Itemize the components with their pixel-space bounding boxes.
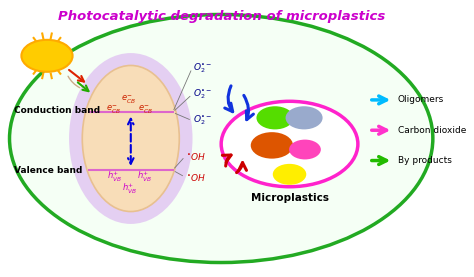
Circle shape (256, 106, 293, 129)
Text: By products: By products (398, 156, 451, 165)
FancyArrowPatch shape (225, 86, 233, 112)
Text: ${}^{\bullet}OH$: ${}^{\bullet}OH$ (186, 151, 206, 162)
Text: Microplastics: Microplastics (251, 193, 328, 203)
Text: $O_2^{\bullet -}$: $O_2^{\bullet -}$ (192, 88, 212, 101)
Text: $h_{VB}^{+}$: $h_{VB}^{+}$ (122, 181, 137, 196)
Ellipse shape (69, 53, 192, 224)
Circle shape (21, 40, 73, 72)
Ellipse shape (9, 14, 433, 263)
Circle shape (289, 140, 321, 160)
Text: $e_{CB}^{-}$: $e_{CB}^{-}$ (138, 104, 153, 116)
Text: Oligomers: Oligomers (398, 95, 444, 104)
Text: Valence band: Valence band (14, 166, 82, 175)
Circle shape (285, 106, 323, 129)
Text: ${}^{\bullet}OH$: ${}^{\bullet}OH$ (186, 171, 206, 183)
Text: Photocatalytic degradation of microplastics: Photocatalytic degradation of microplast… (57, 10, 385, 23)
Circle shape (251, 132, 293, 159)
Text: $e_{CB}^{-}$: $e_{CB}^{-}$ (106, 104, 120, 116)
Ellipse shape (82, 65, 179, 212)
Circle shape (273, 164, 306, 185)
Text: Conduction band: Conduction band (14, 106, 100, 116)
Text: $h_{VB}^{+}$: $h_{VB}^{+}$ (107, 170, 122, 184)
FancyArrowPatch shape (222, 155, 231, 166)
Circle shape (221, 101, 358, 187)
Text: $h_{VB}^{+}$: $h_{VB}^{+}$ (137, 170, 152, 184)
Text: $O_2^{\bullet -}$: $O_2^{\bullet -}$ (192, 61, 212, 75)
Text: $e_{CB}^{-}$: $e_{CB}^{-}$ (121, 94, 136, 106)
Text: Carbon dioxide: Carbon dioxide (398, 126, 466, 135)
Text: $O_2^{\bullet -}$: $O_2^{\bullet -}$ (192, 114, 212, 127)
FancyArrowPatch shape (244, 95, 254, 120)
FancyArrowPatch shape (237, 163, 246, 173)
